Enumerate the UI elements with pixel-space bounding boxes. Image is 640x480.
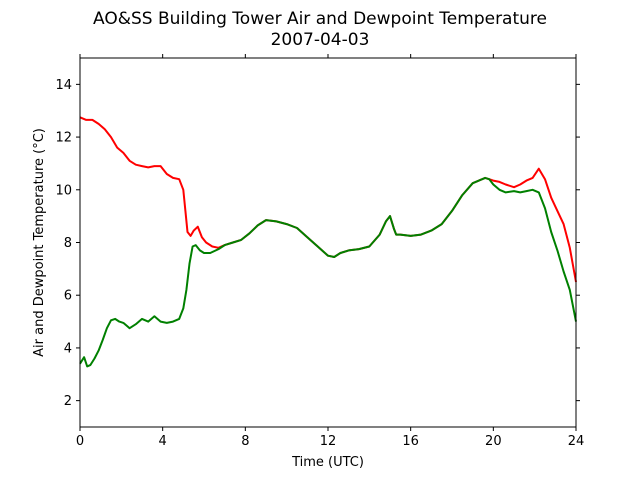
x-tick-label: 8 — [241, 434, 249, 449]
x-tick-label: 24 — [568, 434, 585, 449]
x-tick-label: 20 — [485, 434, 502, 449]
x-tick-label: 4 — [159, 434, 167, 449]
chart-subtitle: 2007-04-03 — [271, 30, 370, 50]
y-tick-label: 12 — [55, 131, 72, 146]
x-tick-label: 0 — [76, 434, 84, 449]
y-axis-label: Air and Dewpoint Temperature (°C) — [32, 128, 47, 357]
y-tick-label: 4 — [64, 341, 72, 356]
y-tick-label: 2 — [64, 394, 72, 409]
series-group — [79, 116, 577, 368]
series-line-1 — [79, 176, 577, 368]
x-axis-label: Time (UTC) — [291, 455, 364, 470]
y-tick-label: 14 — [55, 78, 72, 93]
x-tick-label: 16 — [402, 434, 419, 449]
y-tick-label: 8 — [64, 236, 72, 251]
y-tick-label: 10 — [55, 183, 72, 198]
y-tick-label: 6 — [64, 289, 72, 304]
chart-title: AO&SS Building Tower Air and Dewpoint Te… — [93, 9, 547, 29]
x-tick-label: 12 — [320, 434, 337, 449]
